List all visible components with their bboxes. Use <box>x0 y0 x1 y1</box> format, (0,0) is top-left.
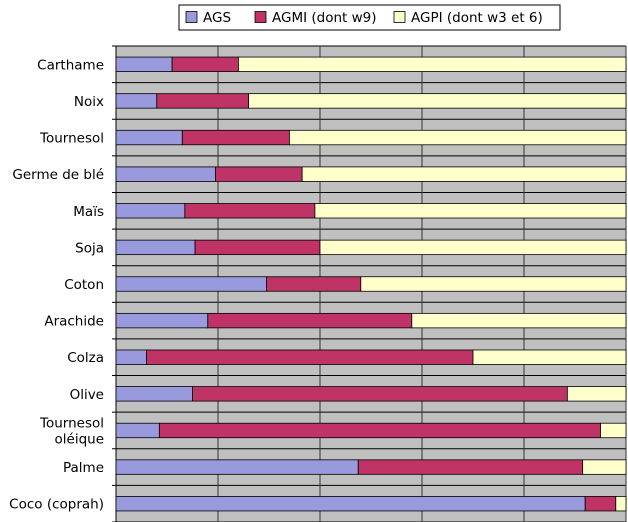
category-label: Tournesol <box>39 131 104 147</box>
category-label: Germe de blé <box>12 167 104 183</box>
bar-segment-1 <box>115 93 158 109</box>
bar-segment-3 <box>582 459 627 475</box>
bar-segment-2 <box>215 166 303 182</box>
legend-swatch <box>185 11 198 23</box>
legend-label: AGMI (dont w9) <box>272 10 377 26</box>
bar-segment-1 <box>115 386 193 402</box>
bar-segment-3 <box>319 239 627 256</box>
bar-segment-1 <box>115 459 359 475</box>
category-label: Colza <box>67 350 104 366</box>
bar-segment-1 <box>115 312 209 329</box>
bar-segment-3 <box>288 129 627 146</box>
category-label: Coco (coprah) <box>9 497 104 513</box>
bar-segment-2 <box>181 129 290 146</box>
legend-label: AGPI (dont w3 et 6) <box>411 10 543 26</box>
bar-segment-3 <box>314 203 627 219</box>
bar-segment-3 <box>411 312 627 329</box>
bar-segment-3 <box>472 349 627 365</box>
bar-segment-2 <box>207 312 413 329</box>
bar-segment-1 <box>115 349 148 365</box>
legend-box <box>178 4 561 31</box>
bar-segment-2 <box>357 459 584 475</box>
bar-segment-3 <box>360 276 627 292</box>
bar-segment-1 <box>115 276 267 292</box>
bar-segment-3 <box>600 422 627 439</box>
bar-segment-2 <box>192 386 568 402</box>
bar-segment-1 <box>115 56 173 72</box>
category-labels: Carthame Noix Tournesol Germe de blé Maïs Soj… <box>9 57 104 512</box>
category-label: Palme <box>63 460 104 476</box>
category-label: Olive <box>70 387 104 403</box>
category-label: Tournesol oléique <box>39 415 104 447</box>
bar-segment-2 <box>266 276 362 292</box>
bar-segment-1 <box>115 166 216 182</box>
category-label: Carthame <box>37 57 104 73</box>
bar-segment-3 <box>237 56 627 72</box>
bar-segment-2 <box>584 496 617 512</box>
bar-segment-3 <box>248 93 627 109</box>
bar-segment-3 <box>566 386 627 402</box>
bars <box>115 56 627 512</box>
bar-segment-1 <box>115 422 160 439</box>
legend-swatch <box>254 11 267 23</box>
bar-segment-1 <box>115 129 183 146</box>
category-label: Soja <box>75 240 104 256</box>
bar-segment-2 <box>156 93 250 109</box>
bar-segment-3 <box>301 166 627 182</box>
bar-segment-2 <box>184 203 316 219</box>
legend: AGS AGMI (dont w9) AGPI (dont w3 et 6) <box>178 4 561 31</box>
category-label: Noix <box>74 94 104 110</box>
bar-segment-1 <box>115 203 186 219</box>
bar-segment-2 <box>146 349 474 365</box>
bar-segment-2 <box>158 422 601 439</box>
bar-segment-1 <box>115 239 196 256</box>
bar-segment-2 <box>194 239 321 256</box>
category-label: Coton <box>64 277 104 293</box>
category-label: Maïs <box>73 204 104 220</box>
bar-segment-2 <box>171 56 239 72</box>
legend-label: AGS <box>203 10 231 26</box>
bar-segment-3 <box>615 496 627 512</box>
legend-swatch <box>393 11 406 23</box>
category-label: Arachide <box>44 314 104 330</box>
bar-segment-1 <box>115 496 586 512</box>
